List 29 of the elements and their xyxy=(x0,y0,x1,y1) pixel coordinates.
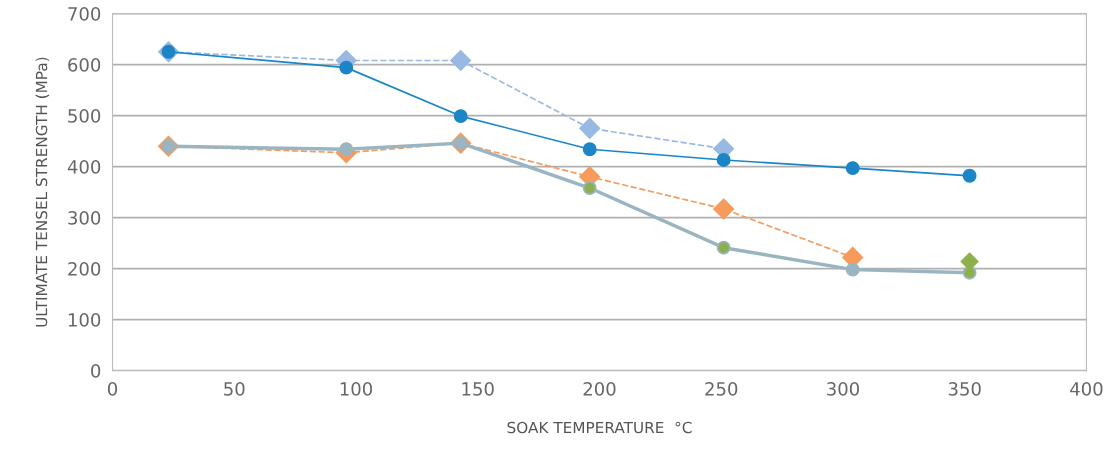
point xyxy=(582,142,597,157)
point xyxy=(579,117,601,139)
point xyxy=(845,262,860,277)
y-tick-label: 700 xyxy=(68,7,101,21)
y-tick-label: 100 xyxy=(68,313,101,327)
x-axis-title: SOAK TEMPERATURE °C xyxy=(507,421,692,434)
point xyxy=(450,49,472,72)
y-tick-label: 300 xyxy=(68,211,101,225)
x-tick-label: 100 xyxy=(340,382,373,396)
x-tick-label: 300 xyxy=(827,382,859,396)
y-tick-label: 0 xyxy=(91,364,101,378)
x-tick-label: 350 xyxy=(948,382,981,396)
y-axis-title: ULTIMATE TENSEL STRENGTH (MPa) xyxy=(35,57,50,327)
x-tick-label: 250 xyxy=(705,382,738,396)
x-tick-label: 50 xyxy=(224,382,245,396)
point xyxy=(713,198,735,220)
x-tick-label: 400 xyxy=(1070,382,1103,396)
point xyxy=(339,60,354,75)
point xyxy=(453,109,468,124)
x-tick-label: 200 xyxy=(583,382,616,396)
x-tick-label: 0 xyxy=(107,382,118,396)
y-tick-label: 600 xyxy=(68,58,101,72)
y-tick-label: 500 xyxy=(68,109,101,123)
y-tick-label: 200 xyxy=(68,262,101,276)
x-tick-label: 150 xyxy=(462,382,494,396)
point xyxy=(962,168,977,183)
point xyxy=(716,153,731,167)
point xyxy=(845,161,860,176)
y-tick-label: 400 xyxy=(67,160,101,174)
